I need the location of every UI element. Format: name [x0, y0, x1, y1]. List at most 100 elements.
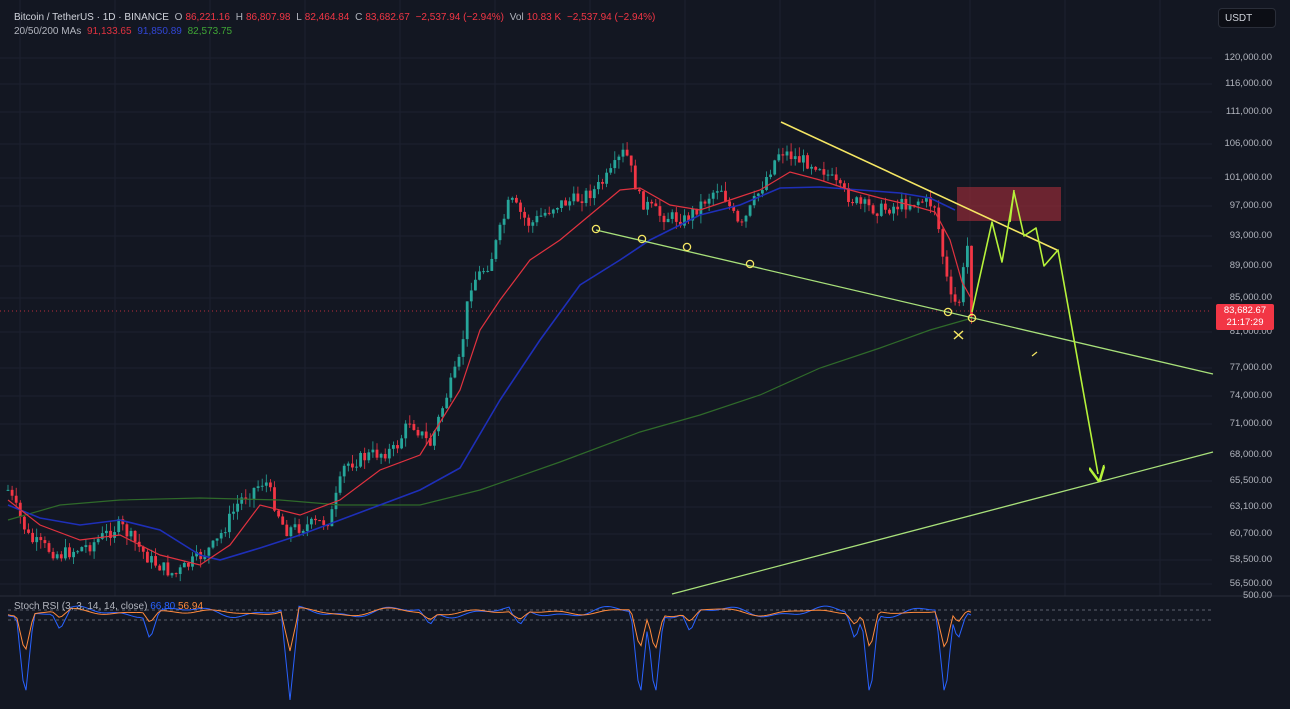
candle-body [945, 256, 949, 277]
stoch-rsi-k-value: 66.80 [150, 601, 176, 612]
candle-body [277, 510, 280, 517]
price-axis-label: 111,000.00 [1225, 106, 1272, 117]
candle-body [494, 240, 498, 259]
candle-body [428, 438, 432, 446]
candle-body [588, 190, 592, 199]
open-value: 86,221.16 [185, 12, 230, 23]
resistance-trendline[interactable] [780, 121, 1058, 251]
stoch-rsi-title[interactable]: Stoch RSI (3, 3, 14, 14, close) [14, 601, 148, 612]
stoch-rsi-d-value: 56.94 [178, 601, 204, 612]
candle-body [219, 532, 223, 539]
candle-body [838, 180, 842, 184]
candle-body [35, 537, 39, 543]
candle-body [752, 195, 756, 206]
low-label: L [296, 12, 302, 23]
candle-body [240, 497, 244, 504]
lower-support-trendline[interactable] [671, 451, 1214, 595]
candle-body [125, 524, 129, 537]
price-axis-label: 116,000.00 [1225, 78, 1272, 89]
candle-body [584, 190, 588, 204]
price-axis-label: 60,700.00 [1229, 528, 1272, 539]
ma-legend[interactable]: 20/50/200 MAs 91,133.65 91,850.89 82,573… [14, 26, 235, 38]
candle-body [510, 197, 514, 200]
candle-body [453, 366, 457, 378]
candle-body [47, 543, 51, 552]
current-price-tag: 83,682.67 21:17:29 [1216, 304, 1274, 330]
candle-body [387, 448, 391, 459]
candle-body [506, 199, 510, 219]
candle-body [141, 546, 145, 552]
price-axis-label: 101,000.00 [1224, 172, 1272, 183]
candle-body [732, 206, 736, 211]
candle-body [59, 554, 63, 559]
ma-legend-title[interactable]: 20/50/200 MAs [14, 26, 82, 37]
price-axis-label: 106,000.00 [1224, 138, 1272, 149]
candle-body [580, 201, 584, 204]
stoch-rsi-d-line [7, 607, 972, 652]
candle-body [773, 160, 777, 175]
candle-body [605, 172, 608, 184]
candle-body [843, 183, 846, 188]
candle-body [933, 206, 936, 208]
candle-body [404, 423, 408, 439]
candle-body [711, 192, 715, 199]
candle-body [441, 408, 444, 417]
candle-body [531, 222, 535, 226]
candle-body [232, 511, 235, 514]
symbol-legend[interactable]: Bitcoin / TetherUS · 1D · BINANCE O 86,22… [14, 12, 658, 24]
stoch-rsi-legend[interactable]: Stoch RSI (3, 3, 14, 14, close) 66.80 56… [14, 601, 203, 612]
candle-body [756, 193, 760, 196]
candle-body [617, 156, 621, 161]
candle-body [957, 301, 961, 303]
price-axis-label: 77,000.00 [1229, 362, 1272, 373]
candle-body [888, 209, 891, 214]
candle-body [310, 518, 313, 525]
candle-body [863, 199, 867, 204]
candle-body [674, 212, 678, 222]
candle-body [236, 503, 239, 512]
candle-body [39, 537, 43, 541]
price-axis-label: 81,000.00 [1229, 326, 1272, 337]
candle-body [363, 452, 367, 461]
candle-body [314, 518, 317, 521]
candle-body [154, 556, 157, 566]
candle-body [920, 201, 924, 203]
supply-zone[interactable] [957, 187, 1061, 221]
currency-button[interactable]: USDT [1218, 8, 1276, 28]
candle-body [556, 207, 559, 210]
candle-body [691, 208, 695, 221]
candle-body [777, 154, 781, 161]
candle-body [359, 452, 362, 467]
pattern-circle-marker [637, 234, 647, 244]
support-trendline[interactable] [595, 229, 1214, 375]
candle-body [293, 524, 297, 528]
price-axis-label: 97,000.00 [1229, 200, 1272, 211]
pattern-circle-marker [745, 259, 755, 269]
candle-body [892, 206, 895, 214]
candle-body [80, 547, 84, 552]
symbol-title[interactable]: Bitcoin / TetherUS · 1D · BINANCE [14, 12, 169, 23]
candle-body [498, 224, 502, 241]
price-axis-label: 56,500.00 [1229, 578, 1272, 589]
candle-body [84, 545, 88, 548]
close-label: C [355, 12, 363, 23]
candle-body [638, 189, 641, 192]
candle-body [338, 476, 342, 493]
price-axis-label: 85,000.00 [1229, 292, 1272, 303]
candle-body [625, 149, 629, 156]
candle-body [601, 181, 604, 184]
candle-body [908, 204, 912, 210]
candle-body [301, 530, 305, 533]
candle-body [174, 573, 178, 575]
high-label: H [235, 12, 243, 23]
candle-body [621, 149, 625, 157]
candle-body [182, 562, 186, 568]
candle-body [867, 199, 871, 206]
candle-body [109, 530, 112, 538]
candle-body [203, 555, 207, 560]
candle-body [875, 213, 879, 216]
candle-body [912, 204, 916, 206]
candle-body [736, 210, 740, 222]
candle-body [158, 565, 162, 571]
